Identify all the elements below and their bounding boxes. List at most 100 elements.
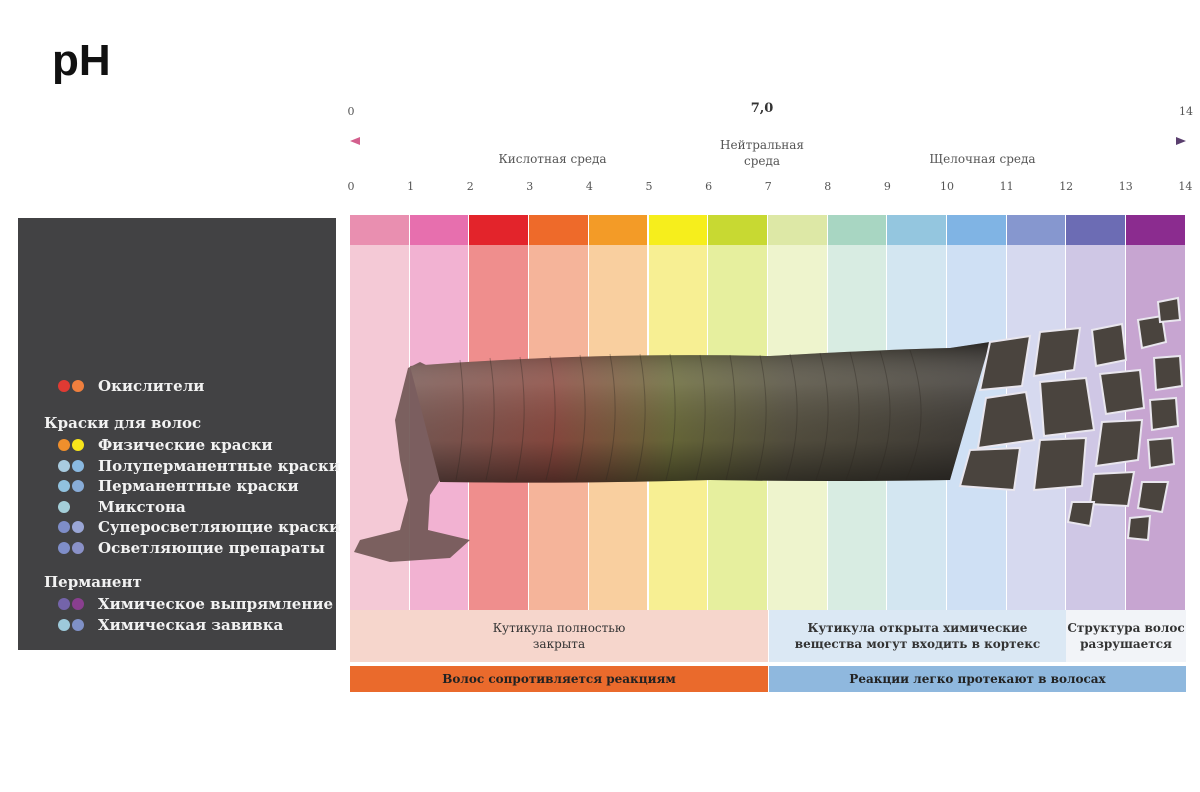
legend-dot <box>58 380 70 392</box>
info-cuticle-closed-text: Кутикула полностью закрыта <box>492 620 626 651</box>
legend-label: Химическая завивка <box>98 616 284 634</box>
ph-band-top <box>708 215 767 245</box>
info-cuticle-open-text: Кутикула открыта химические вещества мог… <box>794 620 1041 651</box>
legend-dots <box>58 379 94 393</box>
ph-band-top <box>409 215 469 245</box>
info-cuticle-open: Кутикула открыта химические вещества мог… <box>769 610 1066 662</box>
legend-label: Полуперманентные краски <box>98 456 340 475</box>
neutral-env-label: Нейтральная среда <box>720 138 804 169</box>
legend-dot <box>72 521 84 533</box>
info-structure-destroyed-text: Структура волос разрушается <box>1067 620 1185 651</box>
ph-band-top <box>350 215 409 245</box>
legend-dots <box>58 500 94 514</box>
info-structure-destroyed: Структура волос разрушается <box>1066 610 1186 662</box>
legend-dot <box>58 598 70 610</box>
bar-reactions-easy: Реакции легко протекают в волосах <box>769 666 1186 692</box>
ph-tick-8: 8 <box>824 180 832 193</box>
legend-item-dye-3: Микстона <box>18 498 186 516</box>
ph-tick-1: 1 <box>407 180 415 193</box>
legend-label: Окислители <box>98 377 205 395</box>
scale-neutral-value: 7,0 <box>750 101 774 116</box>
legend-panel: Окислители Краски для волос Физические к… <box>18 218 340 650</box>
legend-dots <box>58 520 94 534</box>
legend-label: Физические краски <box>98 436 273 454</box>
ph-band-top <box>588 215 648 245</box>
ph-tick-6: 6 <box>705 180 713 193</box>
ph-band-top <box>767 215 827 245</box>
ph-band-top <box>1126 215 1185 245</box>
legend-heading-perm: Перманент <box>44 573 142 591</box>
ph-tick-11: 11 <box>999 180 1014 193</box>
scale-min-label: 0 <box>347 105 355 118</box>
ph-band-top <box>648 215 708 245</box>
legend-item-perm-0: Химическое выпрямление <box>18 595 333 613</box>
legend-dots <box>58 438 94 452</box>
arrow-left-head <box>350 137 360 145</box>
ph-tick-2: 2 <box>466 180 474 193</box>
legend-dot <box>72 541 84 554</box>
bar-hair-resists: Волос сопротивляется реакциям <box>350 666 768 692</box>
legend-dot <box>58 480 70 492</box>
ph-tick-7: 7 <box>764 180 772 193</box>
cuticle-lines <box>455 349 922 481</box>
legend-dot <box>72 459 84 472</box>
legend-dots <box>58 541 94 555</box>
ph-tick-0: 0 <box>347 180 355 193</box>
legend-dot <box>72 480 84 492</box>
legend-item-dye-5: Осветляющие препараты <box>18 539 325 557</box>
ph-band-top <box>1006 215 1066 245</box>
legend-dot <box>58 541 70 554</box>
ph-band-top <box>529 215 588 245</box>
ph-tick-10: 10 <box>940 180 954 193</box>
ph-band-top <box>469 215 529 245</box>
hair-strand-illustration <box>354 296 1184 562</box>
ph-tick-3: 3 <box>526 180 534 193</box>
ph-tick-13: 13 <box>1118 180 1133 193</box>
page-title: pH <box>52 36 111 85</box>
legend-item-dye-0: Физические краски <box>18 436 273 454</box>
ph-band-top <box>887 215 946 245</box>
ph-tick-14: 14 <box>1178 180 1193 193</box>
acidic-env-label: Кислотная среда <box>498 152 607 166</box>
ph-band-top <box>1066 215 1126 245</box>
ph-band-top <box>827 215 887 245</box>
legend-dot <box>72 619 84 631</box>
legend-dots <box>58 618 94 632</box>
ph-tick-4: 4 <box>585 180 593 193</box>
ph-tick-9: 9 <box>883 180 891 193</box>
bar-reactions-easy-text: Реакции легко протекают в волосах <box>849 672 1106 686</box>
legend-dot <box>58 439 70 451</box>
legend-heading-dyes: Краски для волос <box>44 414 202 432</box>
legend-label: Перманентные краски <box>98 477 299 495</box>
legend-item-oxidizers: Окислители <box>18 377 204 395</box>
legend-dot <box>58 500 70 513</box>
legend-label: Осветляющие препараты <box>98 538 325 557</box>
legend-label: Микстона <box>98 497 186 516</box>
legend-item-dye-4: Суперосветляющие краски <box>18 518 340 536</box>
legend-dots <box>58 597 94 611</box>
legend-dots <box>58 479 94 493</box>
arrow-right-head <box>1176 137 1186 145</box>
info-cuticle-closed: Кутикула полностью закрыта <box>350 610 768 662</box>
legend-dot <box>58 521 70 533</box>
ph-tick-5: 5 <box>645 180 653 193</box>
legend-label: Химическое выпрямление <box>98 595 333 613</box>
ph-tick-12: 12 <box>1059 180 1074 193</box>
legend-dot <box>72 439 84 451</box>
legend-label: Суперосветляющие краски <box>98 518 341 536</box>
legend-dot <box>58 619 70 631</box>
alkaline-env-label: Щелочная среда <box>929 152 1036 166</box>
legend-item-dye-1: Полуперманентные краски <box>18 457 340 475</box>
legend-dot <box>72 380 84 392</box>
scale-max-label: 14 <box>1179 105 1193 118</box>
legend-item-perm-1: Химическая завивка <box>18 616 283 634</box>
ph-band-top <box>947 215 1006 245</box>
bar-hair-resists-text: Волос сопротивляется реакциям <box>442 672 676 686</box>
legend-item-dye-2: Перманентные краски <box>18 477 299 495</box>
legend-dots <box>58 459 94 473</box>
hair-fragments <box>958 296 1184 542</box>
legend-dot <box>72 598 84 610</box>
legend-dot <box>58 459 70 472</box>
hair-root <box>354 362 470 562</box>
